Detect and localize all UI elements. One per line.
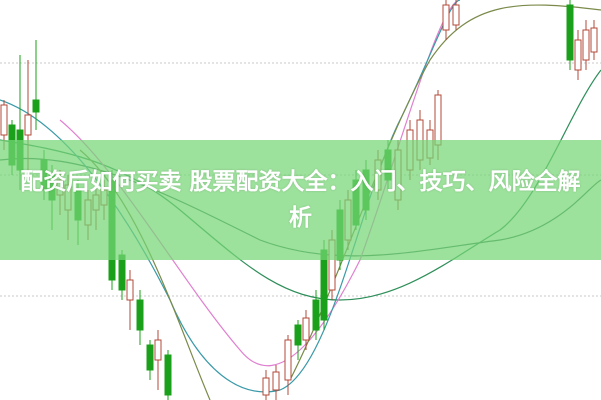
candle-up — [582, 20, 590, 70]
candle-up — [302, 310, 310, 350]
candle-up — [590, 20, 598, 60]
candle-body — [566, 4, 574, 61]
candle-body — [442, 4, 450, 31]
candle-body — [24, 114, 32, 136]
candle-body — [302, 317, 310, 341]
candle-down — [146, 340, 154, 380]
candle-down — [136, 290, 144, 345]
candle-body — [272, 371, 280, 391]
title-banner: 配资后如何买卖 股票配资大全：入门、技巧、风险全解析 — [0, 140, 601, 260]
candle-body — [284, 339, 292, 381]
candle-body — [434, 94, 442, 146]
candle-up — [154, 330, 162, 390]
candle-up — [574, 30, 582, 80]
candle-body — [136, 299, 144, 331]
candle-down — [164, 350, 172, 400]
candle-body — [262, 377, 270, 396]
candle-body — [590, 27, 598, 53]
candle-body — [582, 29, 590, 61]
candle-up — [452, 0, 460, 30]
candle-body — [452, 4, 460, 26]
candle-up — [126, 270, 134, 330]
candle-down — [312, 290, 320, 340]
candle-down — [566, 0, 574, 70]
article-title: 配资后如何买卖 股票配资大全：入门、技巧、风险全解析 — [20, 169, 581, 231]
candle-body — [154, 339, 162, 361]
candle-body — [320, 249, 328, 321]
candle-down — [32, 40, 40, 130]
candle-body — [126, 279, 134, 301]
candle-down — [294, 320, 302, 360]
candle-body — [118, 254, 126, 291]
candle-up — [442, 0, 450, 40]
candle-body — [294, 324, 302, 346]
candle-body — [0, 104, 8, 136]
candle-body — [312, 299, 320, 331]
candle-up — [272, 365, 280, 400]
candle-up — [262, 370, 270, 400]
candle-up — [284, 335, 292, 395]
candle-body — [164, 354, 172, 396]
candle-body — [574, 39, 582, 71]
candle-body — [32, 99, 40, 113]
candle-body — [146, 344, 154, 371]
